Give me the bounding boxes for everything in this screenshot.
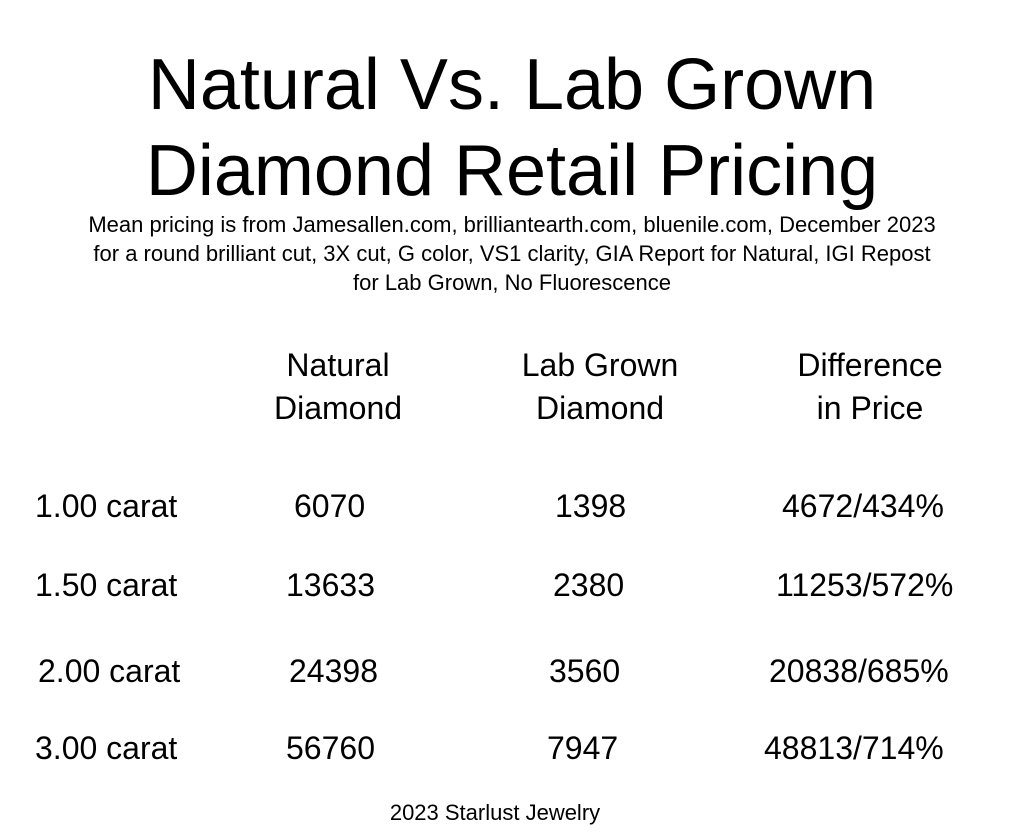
- header-natural-diamond: Natural Diamond: [238, 344, 438, 430]
- header-difference-line-1: Difference: [797, 347, 943, 383]
- header-natural-line-2: Diamond: [273, 390, 403, 426]
- natural-price-cell: 24398: [289, 653, 378, 689]
- lab-grown-price-cell: 3560: [549, 653, 621, 689]
- difference-cell: 4672/434%: [782, 488, 944, 524]
- header-lab-grown-line-2: Diamond: [535, 390, 665, 426]
- header-lab-grown-diamond: Lab Grown Diamond: [490, 344, 710, 430]
- lab-grown-price-cell: 7947: [547, 730, 619, 766]
- lab-grown-price-cell: 2380: [553, 567, 625, 603]
- header-lab-grown-line-1: Lab Grown: [521, 347, 679, 383]
- methodology-line-1: Mean pricing is from Jamesallen.com, bri…: [88, 212, 936, 237]
- page-title: Natural Vs. Lab Grown Diamond Retail Pri…: [0, 42, 1024, 214]
- natural-price-cell: 56760: [286, 730, 375, 766]
- carat-cell: 3.00 carat: [35, 730, 178, 766]
- header-natural-line-1: Natural: [286, 347, 390, 383]
- title-line-2: Diamond Retail Pricing: [145, 131, 879, 211]
- natural-price-cell: 13633: [286, 567, 375, 603]
- carat-cell: 1.50 carat: [35, 567, 178, 603]
- methodology-line-2: for a round brilliant cut, 3X cut, G col…: [93, 241, 931, 266]
- title-line-1: Natural Vs. Lab Grown: [147, 45, 877, 125]
- header-difference-line-2: in Price: [816, 390, 924, 426]
- difference-cell: 11253/572%: [776, 567, 954, 603]
- difference-cell: 20838/685%: [769, 653, 949, 689]
- carat-cell: 2.00 carat: [38, 653, 181, 689]
- header-difference-in-price: Difference in Price: [760, 344, 980, 430]
- lab-grown-price-cell: 1398: [555, 488, 627, 524]
- natural-price-cell: 6070: [294, 488, 366, 524]
- difference-cell: 48813/714%: [764, 730, 944, 766]
- methodology-note: Mean pricing is from Jamesallen.com, bri…: [0, 210, 1024, 297]
- carat-cell: 1.00 carat: [35, 488, 178, 524]
- footer-credit: 2023 Starlust Jewelry: [389, 800, 601, 825]
- methodology-line-3: for Lab Grown, No Fluorescence: [353, 270, 671, 295]
